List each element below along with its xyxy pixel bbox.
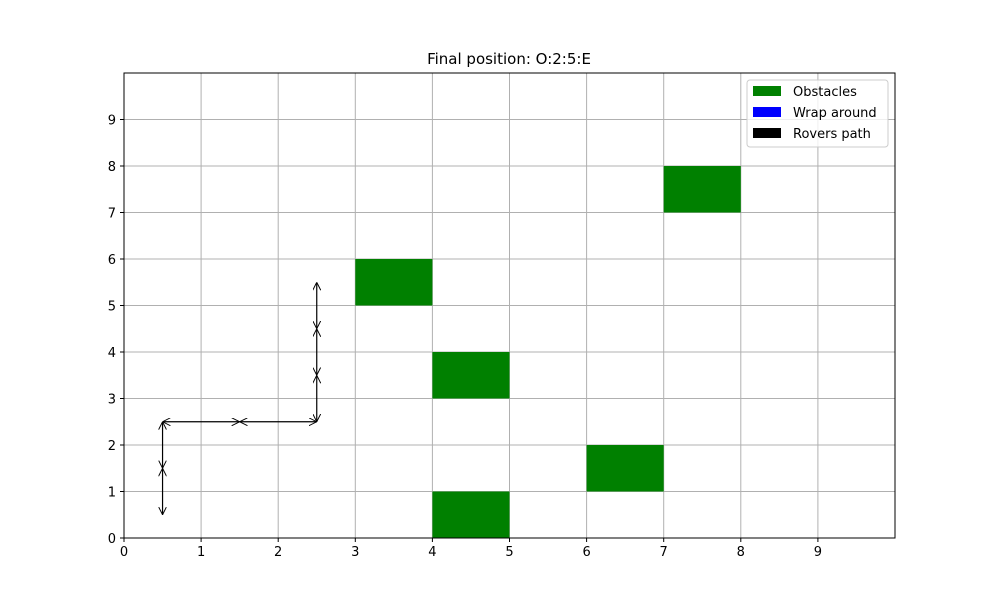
x-tick-label: 0 bbox=[120, 545, 128, 560]
x-tick-label: 9 bbox=[814, 545, 822, 560]
obstacle-cell bbox=[432, 491, 510, 538]
x-tick-label: 5 bbox=[505, 545, 513, 560]
obstacle-cell bbox=[663, 166, 741, 213]
axis-ticks: 0 1 2 3 4 5 6 7 8 9 0 1 2 3 4 5 6 7 8 9 bbox=[108, 114, 822, 561]
y-tick-label: 6 bbox=[108, 253, 116, 268]
legend-label: Wrap around bbox=[793, 106, 877, 121]
y-tick-label: 4 bbox=[108, 346, 116, 361]
x-tick-label: 4 bbox=[428, 545, 436, 560]
y-tick-label: 5 bbox=[108, 300, 116, 315]
x-tick-label: 7 bbox=[660, 545, 668, 560]
obstacle-cell bbox=[432, 352, 510, 399]
x-tick-label: 1 bbox=[197, 545, 205, 560]
legend-swatch bbox=[753, 86, 781, 96]
obstacle-cell bbox=[355, 259, 433, 306]
x-tick-label: 3 bbox=[351, 545, 359, 560]
legend-box bbox=[746, 79, 889, 148]
y-tick-label: 2 bbox=[108, 439, 116, 454]
y-tick-label: 7 bbox=[108, 207, 116, 222]
legend-swatch bbox=[753, 128, 781, 138]
y-tick-label: 9 bbox=[108, 114, 116, 129]
obstacle-cell bbox=[586, 445, 664, 492]
chart-title: Final position: O:2:5:E bbox=[427, 50, 591, 68]
legend-label: Obstacles bbox=[793, 85, 857, 100]
x-tick-label: 6 bbox=[582, 545, 590, 560]
y-tick-label: 0 bbox=[108, 532, 116, 547]
x-tick-label: 8 bbox=[737, 545, 745, 560]
y-tick-label: 8 bbox=[108, 160, 116, 175]
y-tick-label: 3 bbox=[108, 393, 116, 408]
obstacles-layer bbox=[355, 166, 741, 538]
y-tick-label: 1 bbox=[108, 486, 116, 501]
legend-swatch bbox=[753, 107, 781, 117]
legend: Obstacles Wrap around Rovers path bbox=[746, 79, 889, 148]
legend-label: Rovers path bbox=[793, 127, 871, 142]
rover-path-layer bbox=[163, 282, 317, 515]
x-tick-label: 2 bbox=[274, 545, 282, 560]
